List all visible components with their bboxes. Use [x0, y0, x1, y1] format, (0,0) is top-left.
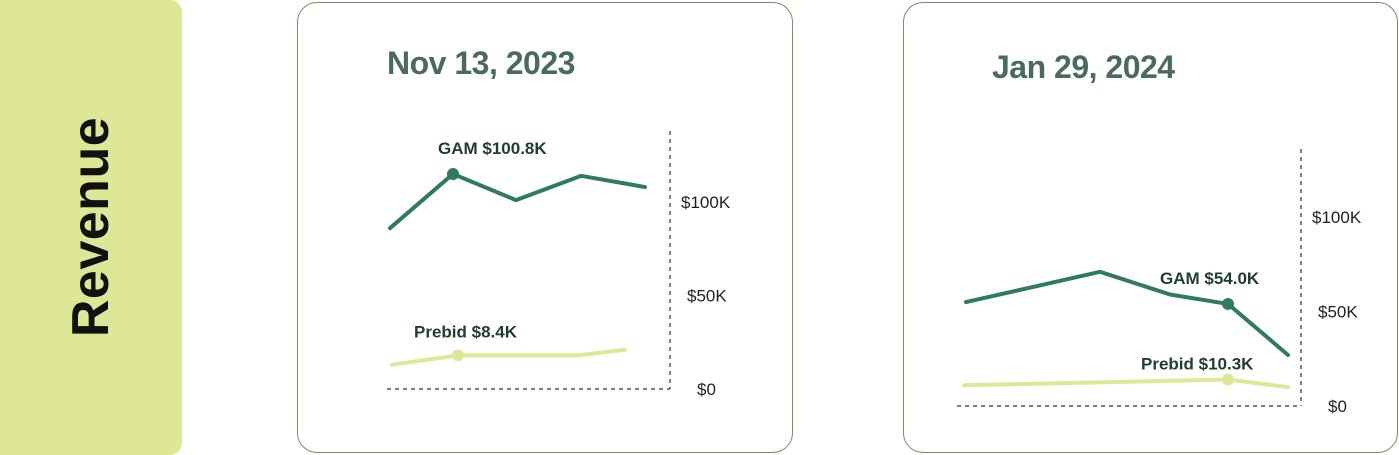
- prebid-data-label: Prebid $10.3K: [1141, 355, 1254, 374]
- prebid-data-label: Prebid $8.4K: [414, 322, 518, 341]
- prebid-highlight-point: [452, 349, 464, 362]
- chart-card-jan-29-2024: Jan 29, 2024 $0 $50K $100K Prebid $10.3K GAM…: [903, 2, 1398, 453]
- y-tick-label: $50K: [687, 287, 727, 306]
- y-tick-label: $100K: [681, 193, 731, 212]
- revenue-line-chart: $0 $50K $100K Prebid $10.3K GAM $54.0K: [957, 149, 1362, 416]
- y-tick-label: $0: [1328, 397, 1347, 416]
- chart-date-title: Jan 29, 2024: [992, 49, 1175, 85]
- prebid-highlight-point: [1222, 373, 1234, 386]
- gam-series-line: [964, 269, 1290, 357]
- y-tick-label: $100K: [1312, 208, 1362, 227]
- gam-data-label: GAM $54.0K: [1160, 269, 1260, 288]
- chart-date-title: Nov 13, 2023: [387, 45, 575, 81]
- gam-data-label: GAM $100.8K: [438, 139, 547, 158]
- gam-series-line: [388, 171, 647, 231]
- prebid-series-line: [962, 377, 1290, 390]
- y-tick-label: $50K: [1318, 303, 1358, 322]
- gam-highlight-point: [447, 167, 459, 180]
- revenue-side-tab: Revenue: [0, 0, 182, 455]
- revenue-label: Revenue: [62, 116, 120, 338]
- y-tick-label: $0: [697, 380, 716, 399]
- revenue-line-chart: $0 $50K $100K Prebid $8.4K GAM $100.8K: [387, 131, 731, 399]
- chart-card-nov-13-2023: Nov 13, 2023 $0 $50K $100K Prebid $8.4K GAM …: [297, 2, 793, 453]
- gam-highlight-point: [1222, 297, 1234, 310]
- prebid-series-line: [390, 347, 627, 367]
